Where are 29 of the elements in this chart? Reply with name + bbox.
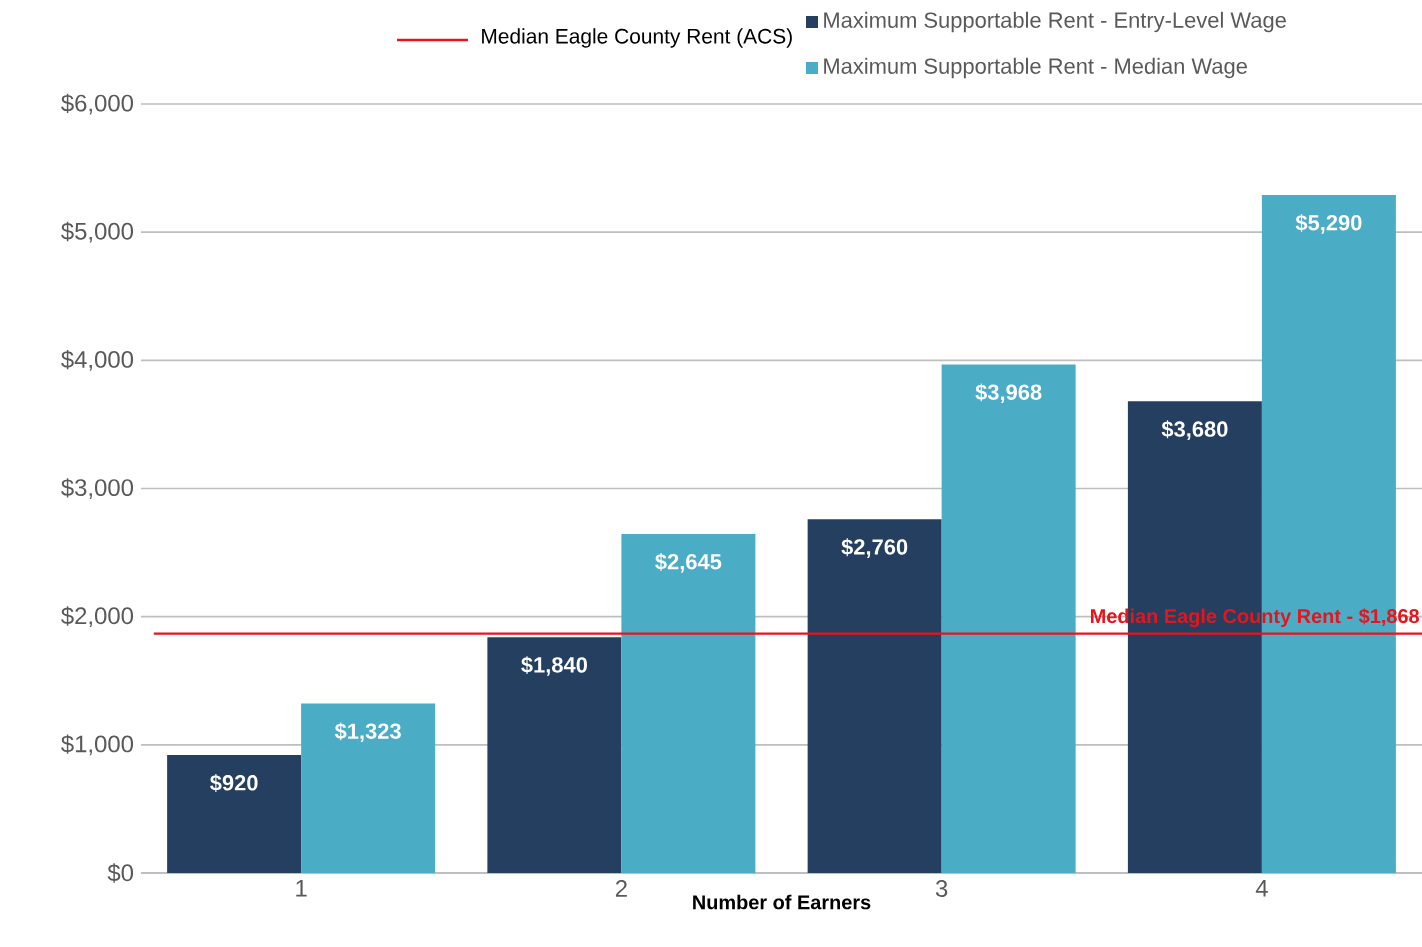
y-tick-label: $3,000 [61, 478, 134, 499]
x-tick-label: 4 [1255, 880, 1268, 897]
bar [621, 533, 756, 873]
data-label: $1,840 [521, 656, 587, 676]
legend-label: Maximum Supportable Rent - Median Wage [824, 57, 1247, 79]
y-tick-label: $0 [107, 863, 134, 883]
bar [941, 364, 1076, 873]
bar [167, 755, 302, 873]
text: Median Eagle County Rent (ACS) [482, 28, 792, 48]
x-axis-title: Number of Earners [693, 894, 871, 910]
data-label: $3,680 [1161, 420, 1228, 441]
data-label: $2,645 [655, 553, 722, 573]
y-tick-label: $6,000 [61, 93, 134, 115]
data-label: $5,290 [1295, 214, 1362, 234]
x-tick-label: 3 [935, 880, 948, 897]
y-tick-label: $2,000 [61, 606, 134, 628]
x-tick-label: 1 [296, 880, 307, 897]
x-tick-label: 2 [615, 880, 627, 897]
data-label: $1,323 [334, 722, 401, 743]
bar [301, 703, 436, 873]
data-label: $3,968 [975, 383, 1042, 404]
legend-label: Maximum Supportable Rent - Entry-Level Wage [824, 11, 1286, 33]
y-tick-label: $5,000 [61, 221, 134, 243]
bar [487, 637, 622, 873]
y-tick-label: $1,000 [61, 734, 134, 756]
y-tick-label: $4,000 [61, 349, 134, 371]
bar [807, 519, 942, 873]
data-label: $2,760 [841, 538, 908, 558]
data-label: $920 [210, 774, 258, 792]
